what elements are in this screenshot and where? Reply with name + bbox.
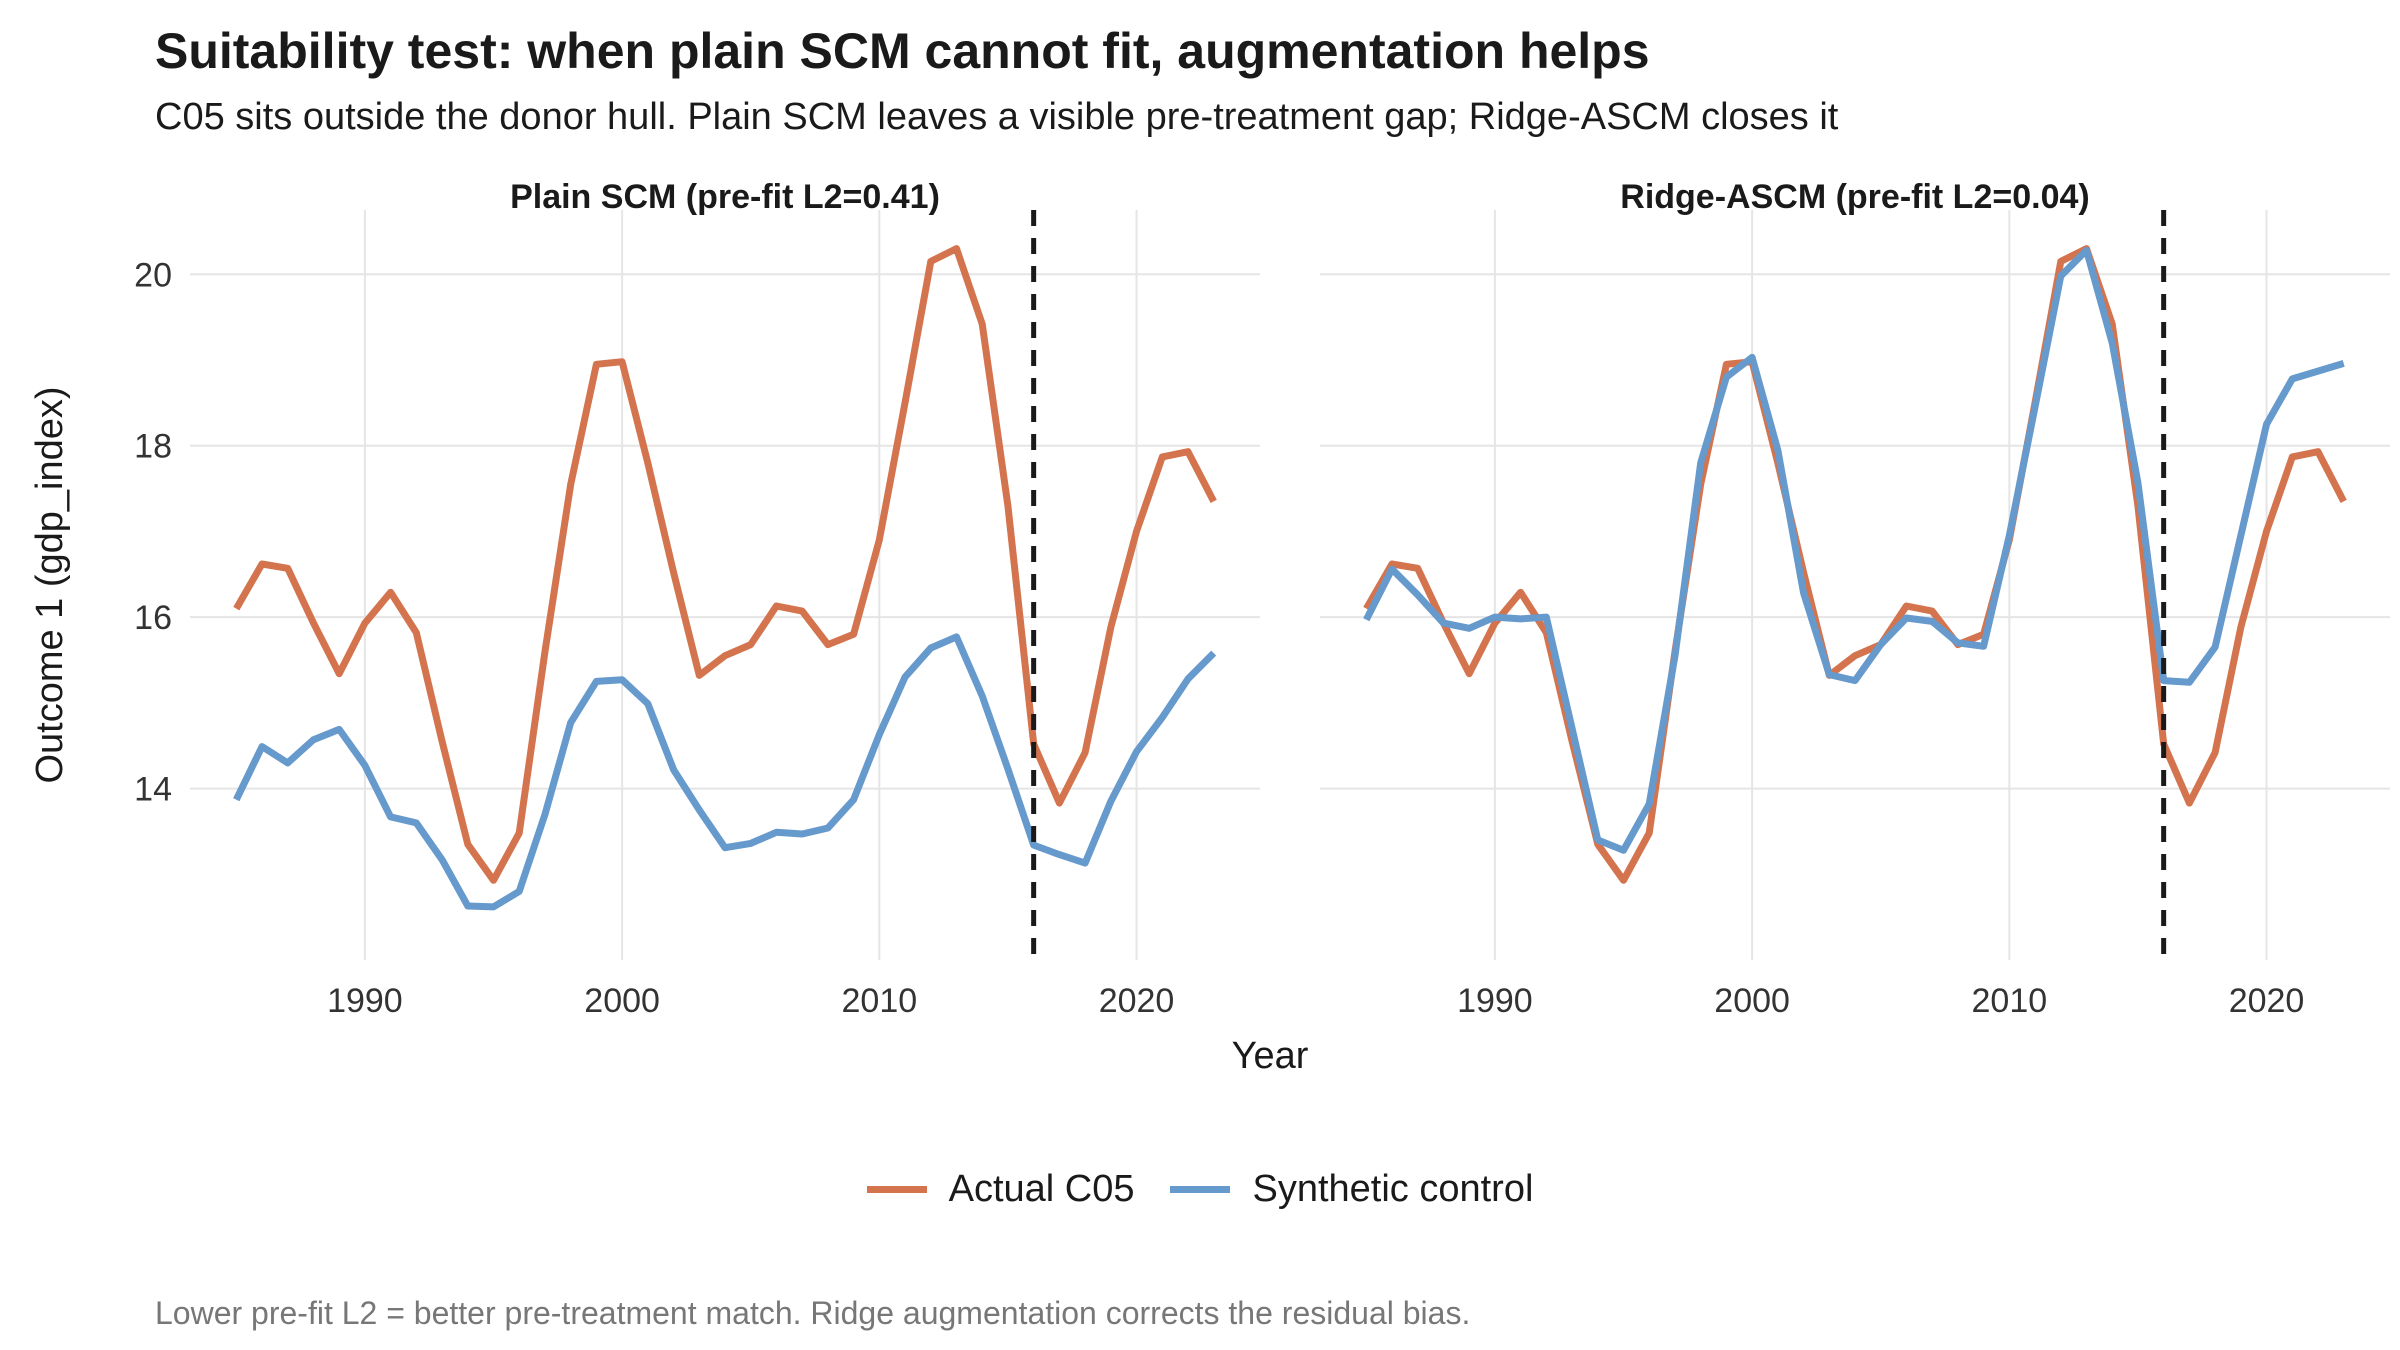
panel-title: Ridge-ASCM (pre-fit L2=0.04) bbox=[1620, 178, 2089, 216]
x-tick-label: 2000 bbox=[584, 982, 660, 1020]
x-tick-label: 1990 bbox=[1457, 982, 1533, 1020]
series-line-actual bbox=[1363, 245, 2347, 884]
legend-label-actual: Actual C05 bbox=[948, 1168, 1135, 1210]
x-axis-title: Year bbox=[1232, 1035, 1309, 1077]
x-tick-label: 1990 bbox=[327, 982, 403, 1020]
legend-key-synthetic bbox=[1170, 1186, 1231, 1193]
y-tick-label: 18 bbox=[134, 428, 172, 466]
chart-caption: Lower pre-fit L2 = better pre-treatment … bbox=[155, 1295, 1471, 1331]
legend: Actual C05 Synthetic control bbox=[0, 1168, 2400, 1211]
y-axis-title: Outcome 1 (gdp_index) bbox=[29, 386, 71, 783]
x-tick-label: 2010 bbox=[842, 982, 918, 1020]
legend-item-actual: Actual C05 bbox=[866, 1168, 1135, 1211]
y-tick-label: 16 bbox=[134, 599, 172, 637]
series-line-synthetic bbox=[233, 633, 1217, 911]
chart-title: Suitability test: when plain SCM cannot … bbox=[155, 23, 1650, 79]
legend-key-actual bbox=[866, 1186, 927, 1193]
chart-subtitle: C05 sits outside the donor hull. Plain S… bbox=[155, 96, 1839, 138]
legend-item-synthetic: Synthetic control bbox=[1170, 1168, 1533, 1211]
x-tick-label: 2020 bbox=[2229, 982, 2305, 1020]
series-line-actual bbox=[233, 245, 1217, 884]
x-tick-label: 2000 bbox=[1714, 982, 1790, 1020]
x-tick-label: 2010 bbox=[1972, 982, 2048, 1020]
legend-label-synthetic: Synthetic control bbox=[1252, 1168, 1534, 1210]
panel-title: Plain SCM (pre-fit L2=0.41) bbox=[510, 178, 940, 216]
y-tick-label: 20 bbox=[134, 256, 172, 294]
series-line-synthetic bbox=[1363, 246, 2345, 854]
x-tick-label: 2020 bbox=[1099, 982, 1175, 1020]
y-tick-label: 14 bbox=[134, 771, 172, 809]
